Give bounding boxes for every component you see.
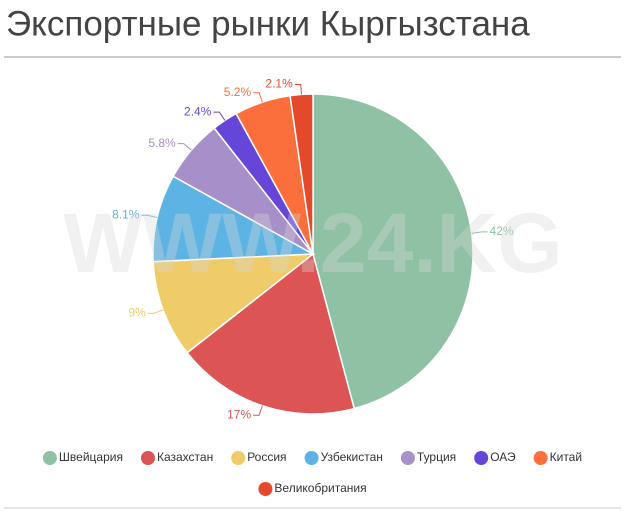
data-label: 5.2% — [224, 85, 252, 99]
legend-swatch — [304, 451, 319, 465]
legend-label: Швейцария — [59, 450, 123, 464]
chart-title: Экспортные рынки Кыргызстана — [6, 4, 530, 43]
watermark: WWW.24.KG — [63, 196, 562, 290]
legend-swatch — [400, 451, 415, 465]
legend-label: Россия — [247, 450, 286, 464]
pie-slice — [186, 252, 356, 415]
leader-line — [471, 231, 488, 234]
data-label: 42% — [490, 224, 514, 238]
legend-label: ОАЭ — [490, 450, 516, 464]
data-label: 2.4% — [184, 104, 212, 118]
legend-swatch — [474, 451, 489, 465]
leader-line — [141, 214, 158, 219]
leader-line — [177, 143, 192, 151]
pie-slice — [312, 93, 474, 410]
pie-slice — [152, 175, 316, 263]
leader-line — [253, 92, 263, 103]
legend-swatch — [533, 451, 548, 465]
data-label: 2.1% — [265, 77, 293, 91]
leader-line — [213, 111, 226, 121]
legend-label: Турция — [417, 450, 456, 464]
legend-swatch — [140, 451, 155, 465]
data-label: 5.8% — [148, 136, 176, 150]
legend-label: Казахстан — [157, 450, 213, 464]
leader-line — [294, 83, 302, 95]
data-label: 9% — [128, 306, 146, 320]
legend-swatch — [231, 451, 246, 465]
leader-line — [147, 309, 164, 314]
data-label: 8.1% — [112, 207, 140, 221]
data-label: 17% — [227, 407, 251, 421]
legend-swatch — [258, 482, 273, 496]
legend-label: Китай — [550, 450, 582, 464]
legend-label: Великобритания — [274, 481, 366, 495]
legend-label: Узбекистан — [321, 450, 383, 464]
leader-line — [253, 405, 263, 416]
legend-swatch — [42, 451, 57, 465]
